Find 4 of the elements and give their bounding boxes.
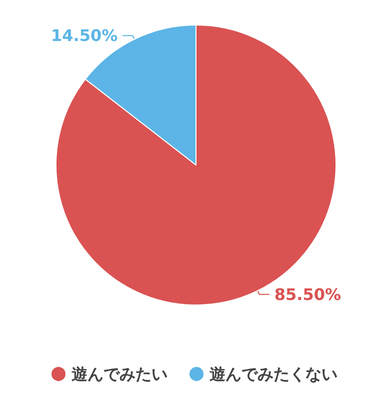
- legend-label: 遊んでみたい: [72, 364, 168, 384]
- data-label: 14.50%: [51, 26, 118, 46]
- data-label: 85.50%: [274, 284, 341, 304]
- legend-label: 遊んでみたくない: [210, 364, 338, 384]
